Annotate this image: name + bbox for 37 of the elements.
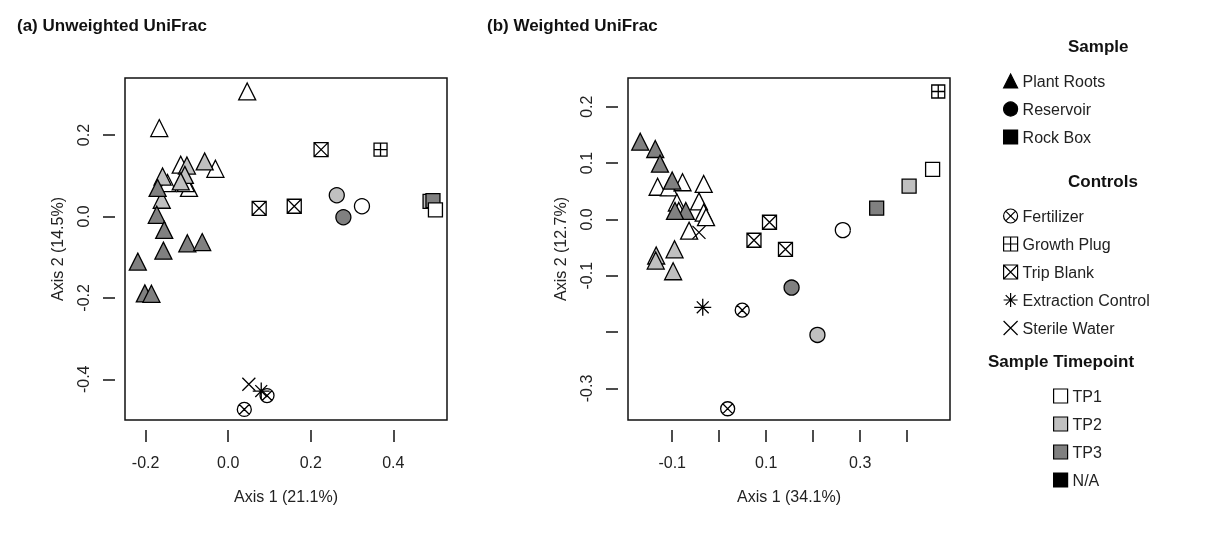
y-tick-label: 0.0 (74, 205, 92, 228)
legend-label: Rock Box (1022, 128, 1092, 146)
legend-label: TP3 (1072, 443, 1103, 461)
y-tick-label: 0.2 (577, 95, 595, 118)
legend-label: Plant Roots (1022, 72, 1106, 90)
legend-label: Fertilizer (1022, 207, 1085, 225)
x-axis-title: Axis 1 (21.1%) (233, 487, 339, 505)
y-tick-label: -0.3 (577, 374, 595, 403)
legend-label: Reservoir (1022, 100, 1092, 118)
y-tick-label: 0.1 (577, 151, 595, 175)
legend-label: Extraction Control (1022, 291, 1150, 309)
text: Controls (1068, 172, 1138, 191)
y-axis-title: Axis 2 (14.5%) (48, 196, 66, 302)
y-tick-label: -0.4 (74, 365, 92, 394)
x-tick-label: 0.3 (849, 453, 872, 471)
y-tick-label: -0.2 (74, 283, 92, 312)
x-tick-label: 0.2 (299, 453, 322, 471)
y-axis-title: Axis 2 (12.7%) (551, 196, 569, 302)
x-tick-label: -0.1 (658, 453, 687, 471)
x-tick-label: 0.1 (755, 453, 778, 471)
y-tick-label: 0.2 (74, 123, 92, 147)
chart-title: (a) Unweighted UniFrac (17, 16, 207, 35)
text: Sample (1068, 37, 1129, 56)
y-tick-label: 0.0 (577, 208, 595, 231)
legend-label: Sterile Water (1022, 319, 1116, 337)
text: Sample Timepoint (988, 352, 1135, 371)
x-tick-label: 0.4 (382, 453, 405, 471)
x-axis-title: Axis 1 (34.1%) (736, 487, 842, 505)
legend-label: N/A (1072, 471, 1100, 489)
legend-label: TP2 (1072, 415, 1103, 433)
legend-label: Growth Plug (1022, 235, 1111, 253)
x-tick-label: 0.0 (217, 453, 240, 471)
y-tick-label: -0.1 (577, 261, 595, 290)
chart-title: (b) Weighted UniFrac (487, 16, 658, 35)
x-tick-label: -0.2 (131, 453, 160, 471)
legend-label: Trip Blank (1022, 263, 1096, 281)
legend-label: TP1 (1072, 387, 1103, 405)
